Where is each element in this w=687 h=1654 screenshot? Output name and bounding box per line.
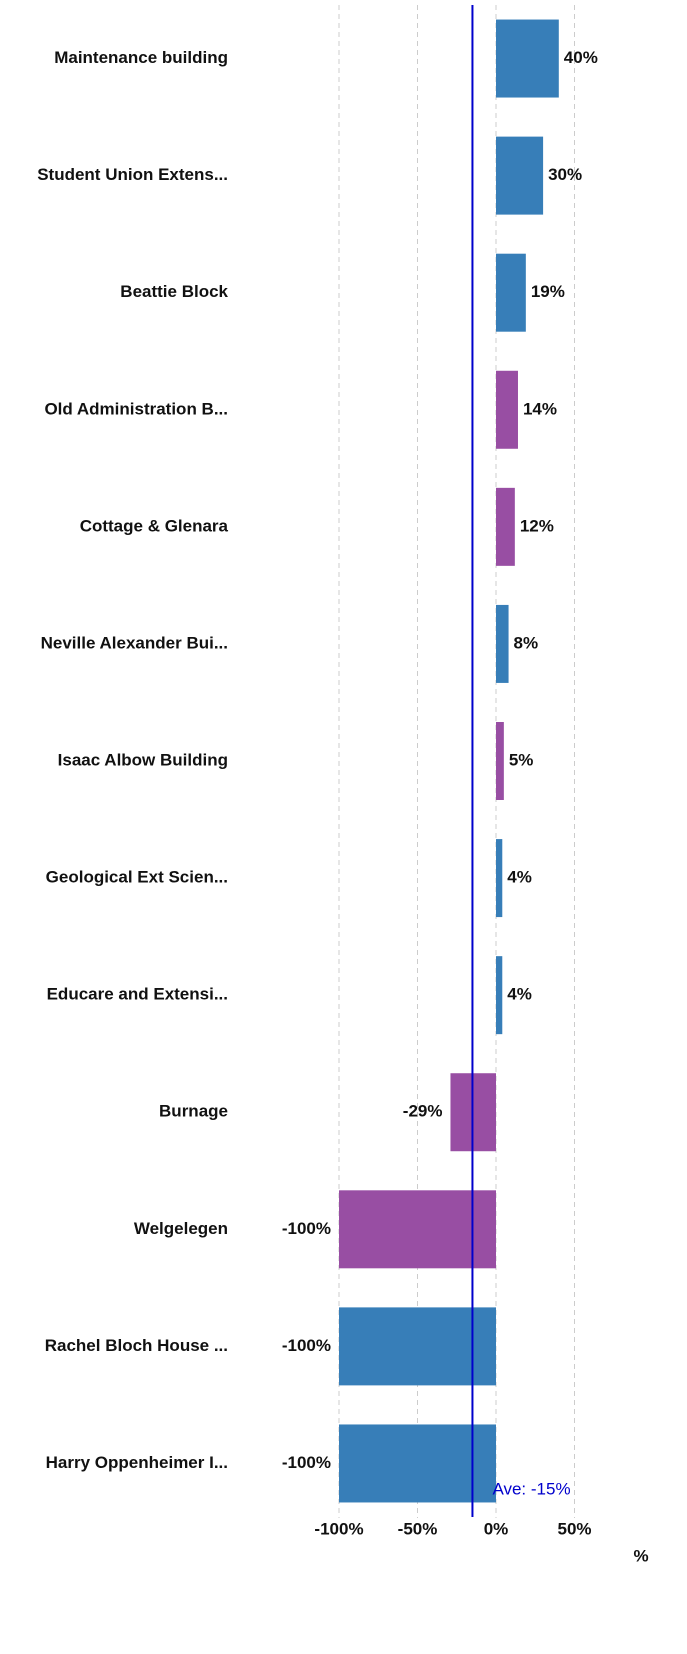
data-label: -29% [403,1102,443,1121]
data-label: 30% [548,165,582,184]
x-tick-label: 50% [557,1519,591,1538]
y-tick-label: Cottage & Glenara [80,516,229,535]
y-tick-label: Rachel Bloch House ... [45,1336,228,1355]
x-tick-label: -100% [314,1519,363,1538]
x-axis-label: % [633,1546,648,1565]
y-tick-label: Educare and Extensi... [47,985,228,1004]
y-tick-label: Isaac Albow Building [58,750,228,769]
data-label: 19% [531,282,565,301]
data-label: -100% [282,1336,331,1355]
data-label: -100% [282,1453,331,1472]
x-tick-label: -50% [398,1519,438,1538]
bar [496,839,503,918]
data-label: 4% [507,868,532,887]
data-label: 5% [509,750,534,769]
bar [496,487,515,566]
data-label: 14% [523,399,557,418]
y-tick-label: Neville Alexander Bui... [41,633,228,652]
bar [496,370,518,449]
bar [339,1307,496,1386]
data-label: 40% [564,48,598,67]
bar [496,19,559,98]
y-tick-label: Welgelegen [134,1219,228,1238]
bar [496,253,526,332]
y-tick-label: Old Administration B... [44,399,228,418]
bar [496,956,503,1035]
y-tick-label: Maintenance building [54,48,228,67]
x-tick-label: 0% [484,1519,509,1538]
bar [496,722,504,800]
y-tick-label: Student Union Extens... [37,165,228,184]
data-label: 12% [520,516,554,535]
data-label: -100% [282,1219,331,1238]
data-label: 8% [514,633,539,652]
bar [496,604,509,683]
bar [496,136,544,215]
bar [339,1424,496,1503]
y-tick-label: Beattie Block [120,282,228,301]
average-label: Ave: -15% [492,1479,570,1498]
y-tick-label: Geological Ext Scien... [46,868,228,887]
y-tick-label: Burnage [159,1102,228,1121]
bar [339,1190,496,1269]
y-tick-label: Harry Oppenheimer I... [46,1453,228,1472]
data-label: 4% [507,985,532,1004]
